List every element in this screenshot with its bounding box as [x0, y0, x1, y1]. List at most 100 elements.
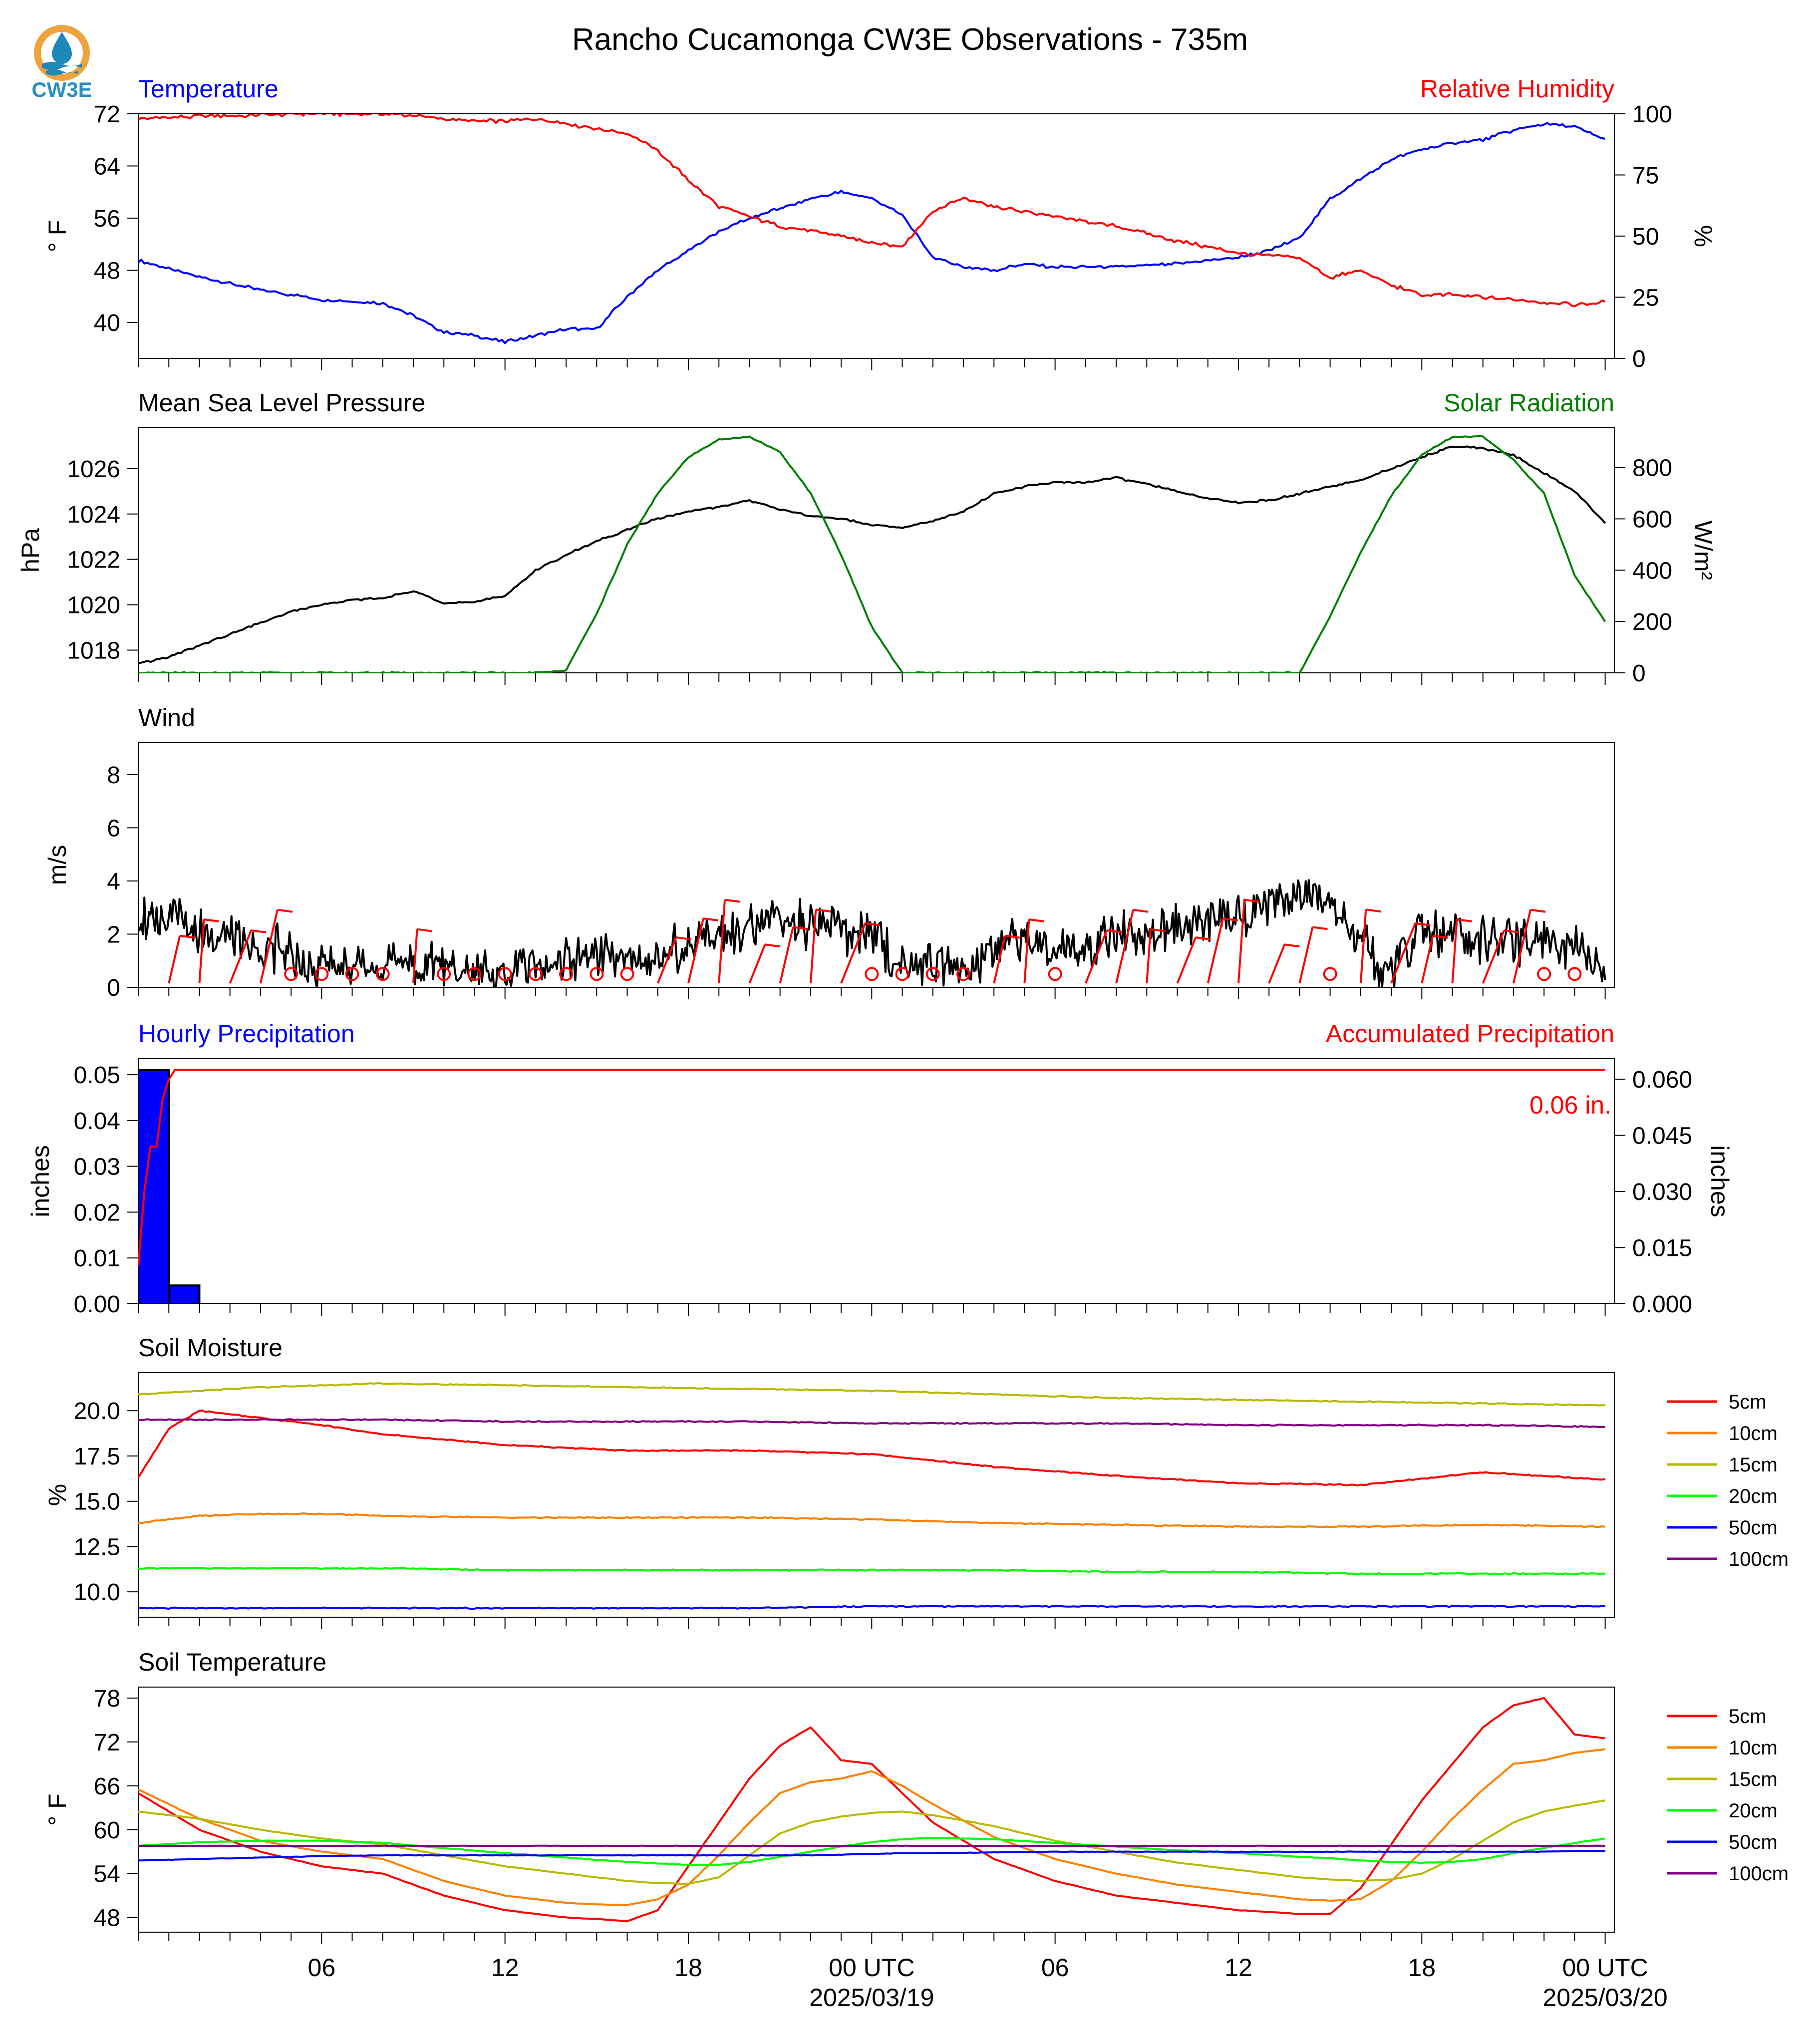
- wind-barb-staff: [993, 935, 1006, 984]
- calm-wind-marker: [895, 967, 910, 981]
- y-tick-label: 0.05: [74, 1062, 120, 1089]
- plot-area: [138, 1069, 1605, 1304]
- wind-barb: [1359, 908, 1381, 984]
- calm-wind-marker: [314, 967, 329, 981]
- legend-label: 10cm: [1729, 1737, 1778, 1759]
- wind-barb-staff: [1482, 930, 1506, 984]
- y-tick-label: 78: [94, 1686, 120, 1712]
- y-tick-label: 72: [94, 1730, 120, 1756]
- wind-barb-staff: [656, 937, 677, 984]
- panel-title-left: Soil Moisture: [138, 1334, 283, 1362]
- precip-bar: [138, 1069, 170, 1304]
- wind-barb-flag: [1457, 918, 1472, 922]
- plot-area: [138, 1382, 1606, 1610]
- calm-wind-marker: [345, 967, 359, 981]
- y-tick-label-right: 400: [1632, 558, 1672, 584]
- y-axis-label: ° F: [43, 220, 71, 252]
- wind-barb-staff: [1390, 923, 1417, 984]
- wind-barb: [1298, 926, 1328, 984]
- y-axis-label: m/s: [43, 845, 71, 885]
- panel-title-left: Wind: [138, 704, 195, 732]
- wind-barb-staff: [229, 930, 252, 984]
- series-line-50cm: [138, 1849, 1605, 1862]
- wind-barb-flag: [1029, 918, 1044, 922]
- plot-area: [138, 114, 1606, 344]
- panel-title-left: Mean Sea Level Pressure: [138, 389, 425, 417]
- wind-barb-staff: [168, 935, 181, 984]
- wind-barb-staff: [1023, 919, 1030, 984]
- x-tick-label: 06: [308, 1954, 336, 1982]
- calm-wind-marker: [1048, 967, 1062, 981]
- y-axis-label-right: inches: [1706, 1145, 1734, 1217]
- wind-barb-flag: [1312, 926, 1328, 930]
- y-tick-label: 0.02: [74, 1199, 120, 1226]
- y-tick-label-right: 0.000: [1632, 1291, 1692, 1318]
- legend: 5cm 10cm 15cm 20cm 50cm 100cm: [1667, 1706, 1789, 1885]
- series-line-5cm: [138, 1410, 1606, 1487]
- wind-barb: [779, 926, 808, 984]
- panel-soil-moisture: Soil Moisture 10.0 12.5 15.0 17.5 20.0% 5cm 10c…: [43, 1334, 1789, 1629]
- y-tick-label: 48: [94, 258, 120, 285]
- y-tick-label: 2: [107, 921, 120, 948]
- wind-barb-flag: [1004, 934, 1020, 939]
- y-tick-label: 0: [107, 975, 120, 1001]
- panel-pressure-solar: Mean Sea Level Pressure Solar Radiation 10…: [16, 389, 1717, 687]
- wind-barb-staff: [412, 929, 418, 984]
- legend-label: 100cm: [1729, 1548, 1789, 1570]
- series-line-0: [138, 879, 1606, 987]
- y-tick-label: 1024: [67, 502, 120, 528]
- accumulated-precip-line: [138, 1069, 1605, 1267]
- wind-barb: [1482, 929, 1519, 984]
- wind-barb-flag: [277, 908, 293, 913]
- panel-title-left: Hourly Precipitation: [138, 1020, 355, 1048]
- wind-barb-flag: [1133, 908, 1149, 913]
- y-tick-label: 40: [94, 310, 120, 336]
- wind-barb-flag: [1107, 929, 1122, 933]
- wind-barb: [198, 918, 219, 984]
- wind-barb-staff: [718, 899, 726, 984]
- legend-label: 20cm: [1729, 1800, 1778, 1822]
- plot-frame: [138, 1372, 1615, 1618]
- y-tick-label-right: 0: [1632, 346, 1646, 372]
- wind-barb: [1115, 908, 1149, 984]
- y-tick-label-right: 100: [1632, 101, 1672, 128]
- y-tick-label-right: 25: [1632, 285, 1659, 311]
- wind-barb-flag: [1366, 908, 1381, 913]
- wind-barb: [656, 936, 691, 984]
- wind-barb-flag: [1504, 929, 1519, 933]
- series-line-5cm: [138, 1697, 1605, 1923]
- wind-barb: [168, 934, 195, 984]
- wind-barb-staff: [259, 909, 279, 984]
- calm-wind-marker: [865, 967, 879, 981]
- y-axis-label: hPa: [16, 528, 44, 573]
- y-tick-label: 12.5: [74, 1534, 120, 1560]
- series-line-0: [138, 122, 1605, 344]
- wind-barb-flag: [1150, 928, 1166, 932]
- series-line-10cm: [138, 1748, 1605, 1906]
- wind-barb-staff: [1115, 909, 1135, 984]
- x-tick-label: 00 UTC: [1562, 1954, 1648, 1982]
- wind-barb: [1085, 929, 1122, 984]
- wind-barb: [1023, 918, 1044, 984]
- calm-wind-marker: [590, 967, 604, 981]
- y-tick-label: 1018: [67, 638, 120, 664]
- wind-barb: [840, 922, 881, 984]
- wind-barb-flag: [1433, 934, 1448, 939]
- wind-barb: [1451, 918, 1472, 984]
- precip-total-label: 0.06 in.: [1529, 1091, 1611, 1119]
- series-line-10cm: [138, 1512, 1605, 1528]
- wind-barb: [809, 908, 831, 984]
- plot-frame: [138, 742, 1615, 988]
- y-tick-label: 4: [107, 869, 120, 895]
- figure-title: Rancho Cucamonga CW3E Observations - 735…: [572, 22, 1248, 57]
- y-tick-label: 8: [107, 762, 120, 789]
- x-date-label: 2025/03/20: [1543, 1984, 1668, 2012]
- y-tick-label: 6: [107, 815, 120, 842]
- legend-label: 10cm: [1729, 1423, 1778, 1445]
- wind-barb: [1390, 922, 1431, 984]
- legend-label: 50cm: [1729, 1517, 1778, 1539]
- wind-barb-flag: [1530, 908, 1546, 913]
- y-tick-label-right: 0.030: [1632, 1179, 1692, 1205]
- series-line-20cm: [138, 1836, 1605, 1866]
